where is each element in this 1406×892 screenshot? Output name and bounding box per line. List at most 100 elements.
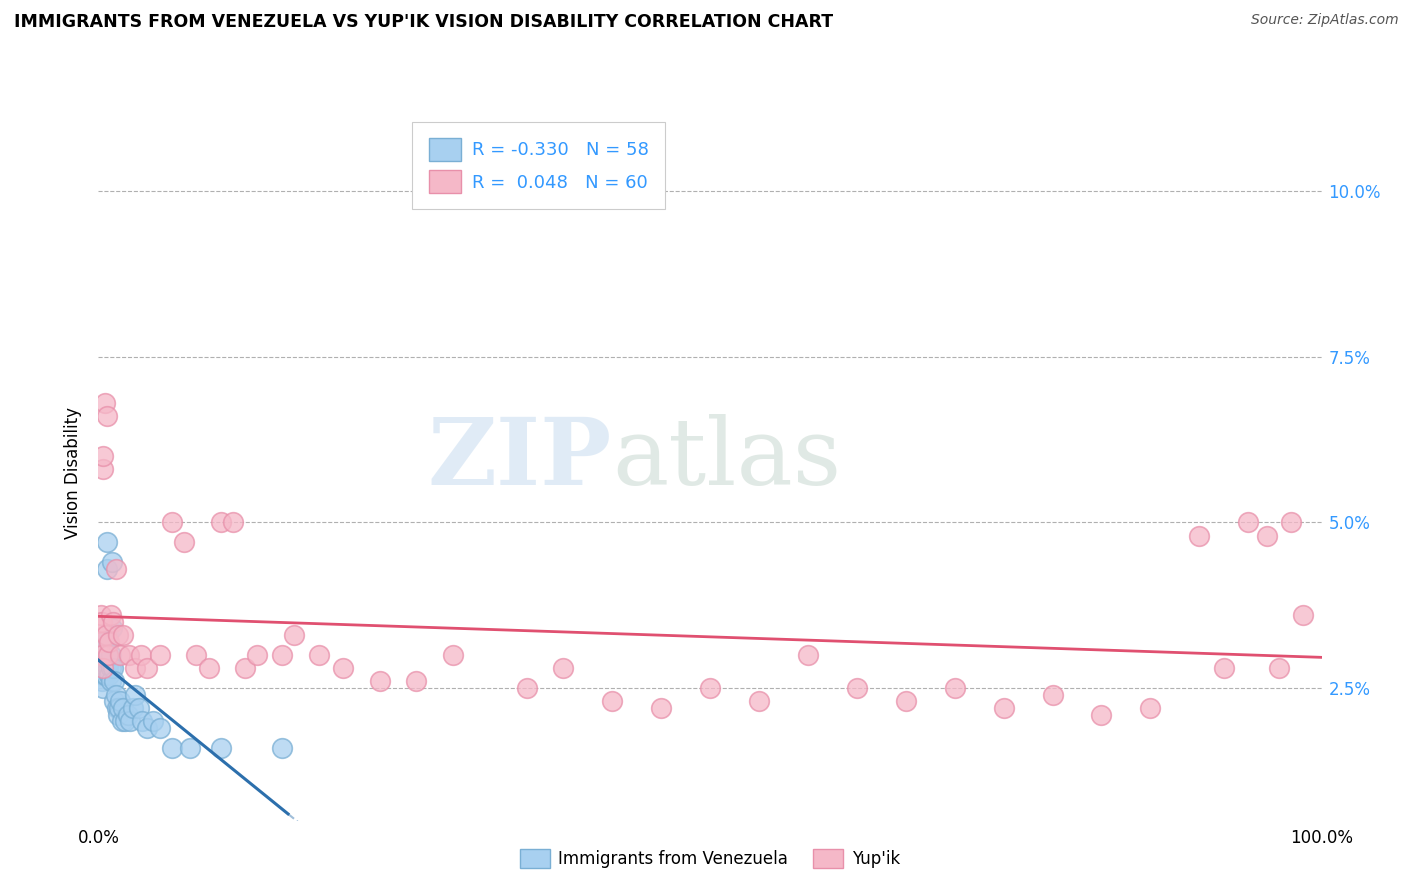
Point bbox=[1090, 707, 1112, 722]
Point bbox=[91, 661, 114, 675]
Point bbox=[233, 661, 256, 675]
Point bbox=[93, 634, 115, 648]
Point bbox=[91, 615, 114, 629]
Point bbox=[91, 648, 114, 662]
Point bbox=[97, 661, 120, 675]
Point bbox=[91, 668, 114, 682]
Point bbox=[93, 655, 115, 669]
Point bbox=[91, 674, 114, 689]
Point bbox=[107, 628, 129, 642]
Point bbox=[270, 740, 294, 755]
Point bbox=[91, 661, 114, 675]
Point bbox=[96, 535, 118, 549]
Point bbox=[553, 661, 575, 675]
Point bbox=[332, 661, 354, 675]
Point bbox=[100, 674, 122, 689]
Point bbox=[104, 562, 127, 576]
Point bbox=[94, 668, 117, 682]
Point bbox=[101, 555, 124, 569]
Point bbox=[149, 721, 172, 735]
Point bbox=[136, 721, 159, 735]
Point bbox=[1237, 516, 1260, 530]
Point bbox=[283, 628, 305, 642]
Point bbox=[197, 661, 219, 675]
Point bbox=[91, 661, 114, 675]
Text: ZIP: ZIP bbox=[427, 414, 612, 504]
Point bbox=[128, 701, 150, 715]
Point bbox=[368, 674, 391, 689]
Text: IMMIGRANTS FROM VENEZUELA VS YUP'IK VISION DISABILITY CORRELATION CHART: IMMIGRANTS FROM VENEZUELA VS YUP'IK VISI… bbox=[14, 13, 834, 31]
Point bbox=[142, 714, 165, 729]
Point bbox=[136, 661, 159, 675]
Point bbox=[103, 674, 125, 689]
Point bbox=[111, 701, 134, 715]
Point bbox=[100, 661, 122, 675]
Point bbox=[131, 714, 153, 729]
Point bbox=[96, 562, 118, 576]
Point bbox=[94, 628, 117, 642]
Point bbox=[98, 668, 121, 682]
Point bbox=[405, 674, 427, 689]
Point bbox=[222, 516, 245, 530]
Point bbox=[114, 714, 136, 729]
Point bbox=[441, 648, 464, 662]
Point bbox=[110, 648, 132, 662]
Point bbox=[179, 740, 201, 755]
Point bbox=[93, 641, 115, 656]
Point bbox=[124, 688, 146, 702]
Point bbox=[797, 648, 820, 662]
Point bbox=[93, 396, 115, 410]
Point bbox=[93, 648, 115, 662]
Point bbox=[209, 740, 232, 755]
Legend: Immigrants from Venezuela, Yup'ik: Immigrants from Venezuela, Yup'ik bbox=[513, 842, 907, 875]
Point bbox=[90, 661, 112, 675]
Point bbox=[91, 661, 114, 675]
Point bbox=[209, 516, 232, 530]
Point bbox=[90, 648, 112, 662]
Point bbox=[94, 648, 117, 662]
Point bbox=[1292, 608, 1315, 623]
Point bbox=[1268, 661, 1291, 675]
Point bbox=[101, 661, 124, 675]
Point bbox=[96, 409, 118, 424]
Point bbox=[748, 694, 770, 708]
Point bbox=[117, 707, 139, 722]
Point bbox=[1042, 688, 1064, 702]
Point bbox=[308, 648, 330, 662]
Point bbox=[91, 462, 114, 476]
Point bbox=[100, 608, 122, 623]
Point bbox=[105, 701, 128, 715]
Point bbox=[94, 661, 117, 675]
Point bbox=[1256, 529, 1278, 543]
Point bbox=[89, 615, 111, 629]
Point bbox=[149, 648, 172, 662]
Point bbox=[97, 628, 120, 642]
Point bbox=[91, 655, 114, 669]
Point bbox=[160, 740, 183, 755]
Point bbox=[186, 648, 208, 662]
Point bbox=[1279, 516, 1302, 530]
Y-axis label: Vision Disability: Vision Disability bbox=[65, 407, 83, 539]
Point bbox=[943, 681, 966, 695]
Point bbox=[1188, 529, 1211, 543]
Point bbox=[894, 694, 917, 708]
Point bbox=[91, 449, 114, 463]
Point bbox=[515, 681, 537, 695]
Point bbox=[90, 634, 112, 648]
Point bbox=[97, 648, 120, 662]
Point bbox=[1212, 661, 1234, 675]
Point bbox=[104, 688, 127, 702]
Point bbox=[110, 694, 132, 708]
Point bbox=[91, 648, 114, 662]
Point bbox=[270, 648, 294, 662]
Point bbox=[129, 648, 152, 662]
Point bbox=[246, 648, 269, 662]
Point bbox=[93, 668, 115, 682]
Point bbox=[111, 628, 134, 642]
Point bbox=[103, 694, 125, 708]
Point bbox=[93, 661, 115, 675]
Point bbox=[107, 707, 129, 722]
Point bbox=[121, 701, 143, 715]
Point bbox=[98, 634, 121, 648]
Point bbox=[108, 701, 131, 715]
